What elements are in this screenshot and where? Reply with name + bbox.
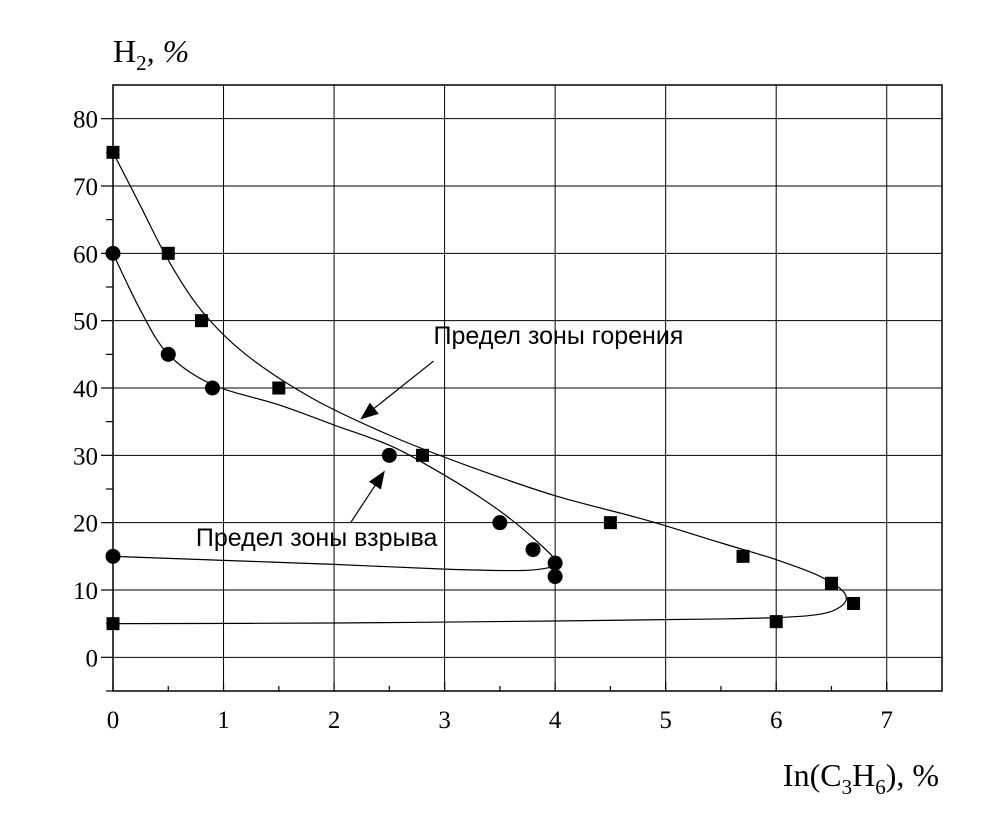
y-tick-label: 70 — [73, 174, 98, 201]
x-axis-title-mid: H — [852, 757, 875, 793]
marker-layer — [105, 145, 861, 631]
annotation-label: Предел зоны взрыва — [196, 524, 438, 552]
square-data-point — [824, 576, 838, 590]
x-tick-label: 7 — [880, 707, 893, 734]
circle-data-point — [204, 380, 220, 396]
y-axis-title-suffix: , % — [147, 33, 190, 69]
grid-layer — [113, 85, 942, 691]
square-data-point — [161, 246, 175, 260]
x-tick-label: 1 — [217, 707, 230, 734]
x-axis-title-sub1: 3 — [842, 775, 853, 799]
y-tick-label: 0 — [86, 645, 99, 672]
y-tick-label: 50 — [73, 309, 98, 336]
x-tick-label: 6 — [770, 707, 783, 734]
x-axis-title-suffix: ), % — [886, 757, 939, 793]
square-data-point — [194, 314, 208, 328]
x-tick-label: 2 — [328, 707, 341, 734]
x-axis-title: In(C3H6), % — [783, 757, 939, 799]
square-data-point — [847, 596, 861, 610]
circle-data-point — [160, 346, 176, 362]
annotation-arrow — [360, 360, 434, 420]
x-tick-label: 5 — [659, 707, 672, 734]
x-tick-label: 0 — [107, 707, 120, 734]
y-axis-title-sub: 2 — [136, 51, 147, 75]
fit-curve-1 — [112, 152, 847, 625]
x-axis-title-sub2: 6 — [875, 775, 886, 799]
y-tick-label: 40 — [73, 376, 98, 403]
circle-data-point — [492, 515, 508, 531]
square-data-point — [736, 549, 750, 563]
square-data-point — [415, 448, 429, 462]
circle-data-point — [525, 542, 541, 558]
y-axis-title-prefix: H — [113, 33, 136, 69]
y-axis-title: H2, % — [113, 33, 189, 75]
x-tick-label: 3 — [438, 707, 451, 734]
square-data-point — [272, 381, 286, 395]
y-tick-label: 20 — [73, 511, 98, 538]
y-tick-label: 10 — [73, 578, 98, 605]
circle-data-point — [381, 447, 397, 463]
y-tick-label: 30 — [73, 443, 98, 470]
circle-data-point — [547, 555, 563, 571]
annotation-label: Предел зоны горения — [434, 322, 684, 350]
y-tick-label: 60 — [73, 241, 98, 268]
annotation-layer: Предел зоны горения Предел зоны взрыва — [196, 322, 683, 552]
square-data-point — [603, 516, 617, 530]
x-tick-label: 4 — [549, 707, 562, 734]
square-data-point — [769, 615, 783, 629]
x-axis-title-prefix: In(C — [783, 757, 842, 793]
y-tick-label: 80 — [73, 107, 98, 134]
circle-data-point — [547, 569, 563, 585]
annotation-arrow — [350, 470, 385, 523]
